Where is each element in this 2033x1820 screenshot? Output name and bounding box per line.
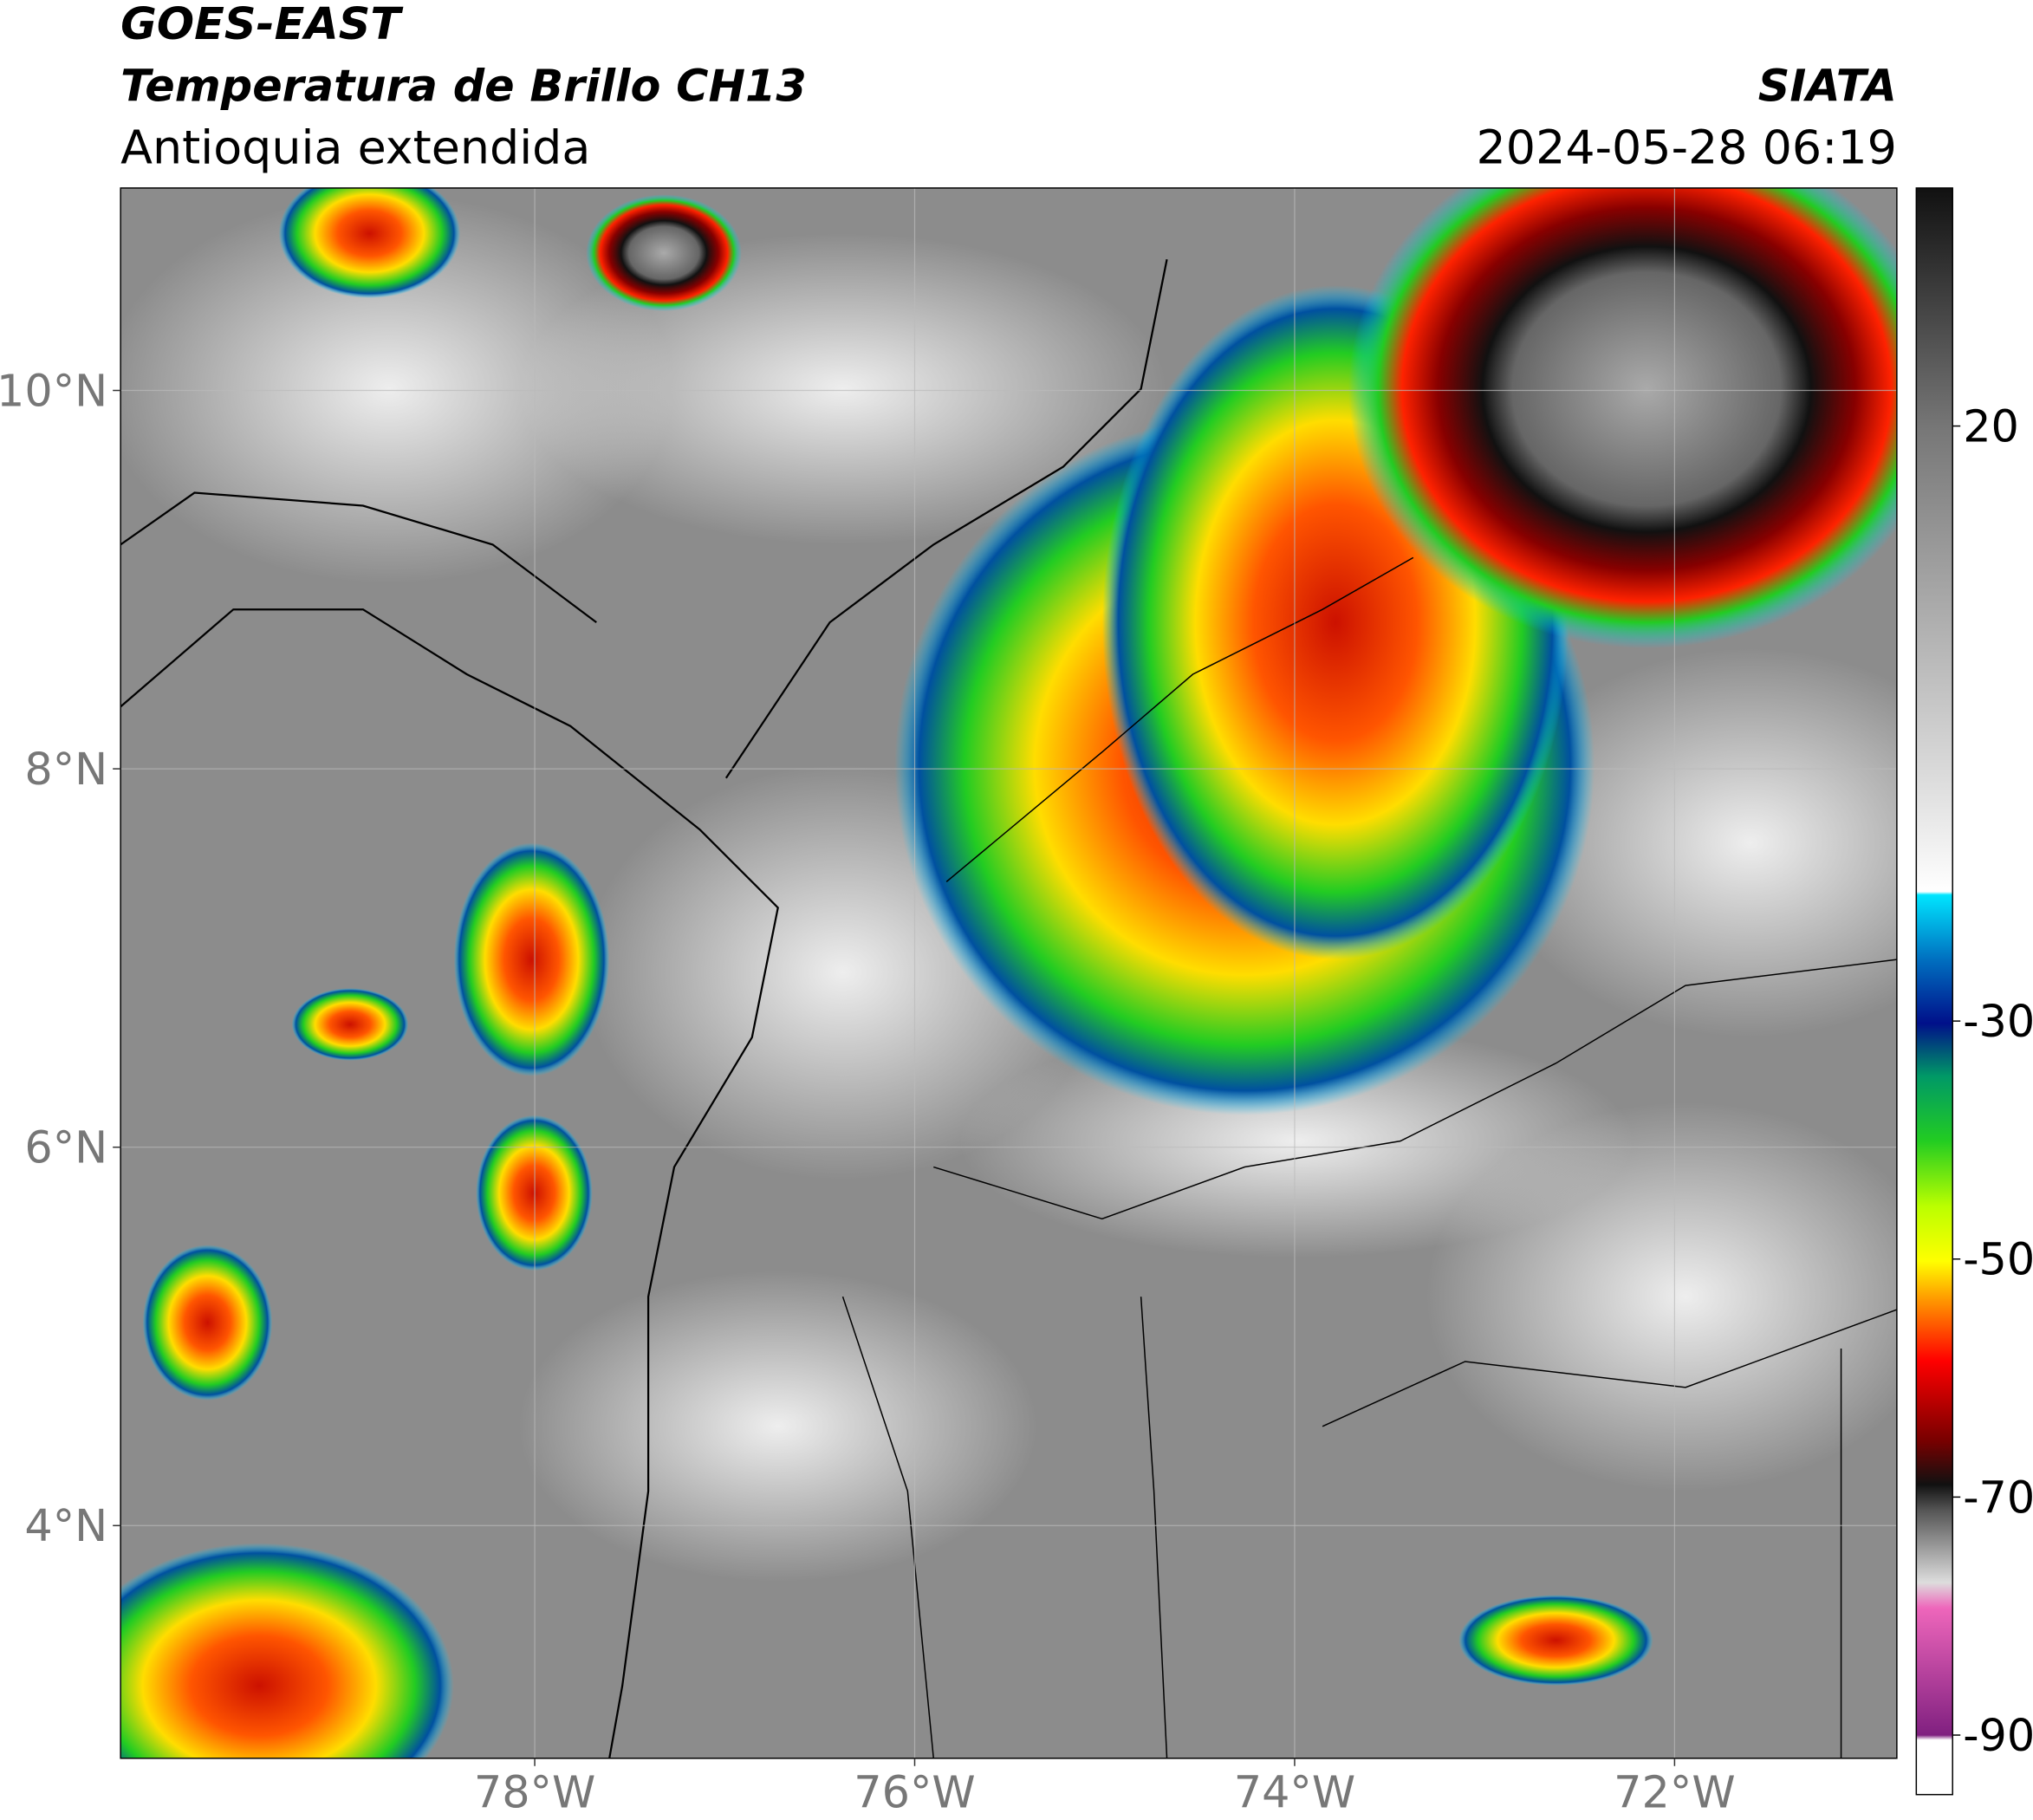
colorbar-tick-label: -90: [1963, 1710, 2033, 1761]
x-tick-label: 78°W: [474, 1767, 595, 1818]
colorbar-tick-label: -50: [1963, 1234, 2033, 1285]
map-frame: [120, 187, 1898, 1759]
x-tick-label: 72°W: [1614, 1767, 1735, 1818]
y-tick-label: 6°N: [24, 1122, 107, 1173]
y-tick-label: 8°N: [24, 744, 107, 795]
grid: [120, 187, 1897, 1758]
source: SIATA: [1758, 61, 1897, 112]
datetime: 2024-05-28 06:19: [1477, 120, 1897, 175]
region: Antioquia extendida: [120, 120, 590, 175]
colorbar: [1915, 187, 1953, 1796]
colorbar-tick-label: -70: [1963, 1472, 2033, 1523]
y-tick-label: 4°N: [24, 1500, 107, 1551]
colorbar-tick-label: -30: [1963, 996, 2033, 1047]
product: Temperatura de Brillo CH13: [120, 61, 807, 112]
y-tick-label: 10°N: [0, 365, 107, 416]
satellite-image: [120, 187, 1897, 1758]
satellite: GOES-EAST: [120, 0, 404, 49]
colorbar-tick-label: 20: [1963, 401, 2019, 452]
x-tick-label: 74°W: [1234, 1767, 1355, 1818]
x-tick-label: 76°W: [854, 1767, 975, 1818]
